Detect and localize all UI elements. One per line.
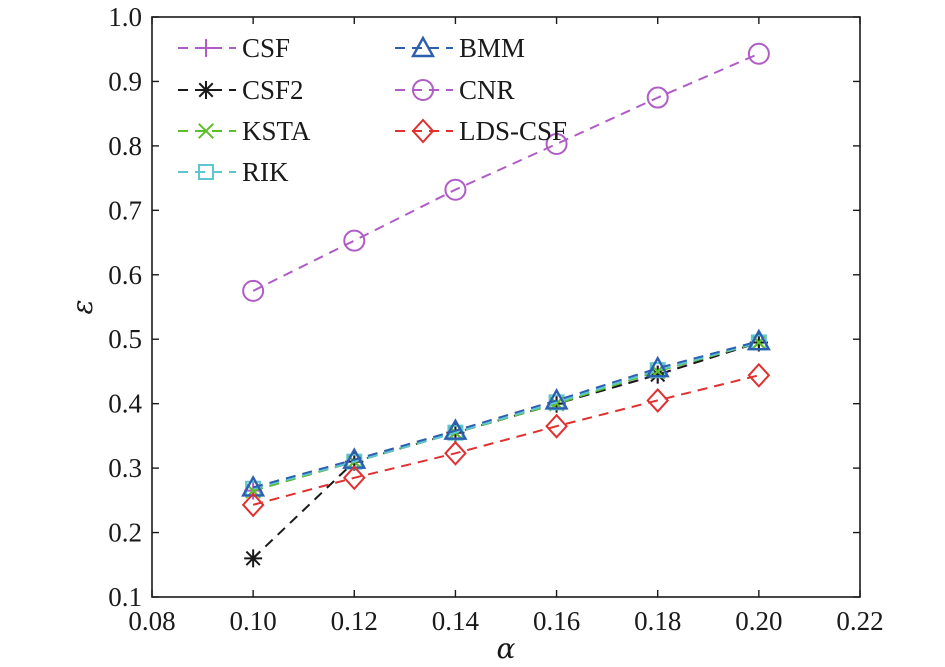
series-lds-csf (241, 362, 771, 518)
series-line (252, 52, 760, 292)
legend-label: BMM (459, 33, 525, 63)
legend-label: CSF (242, 33, 290, 63)
y-tick-label: 1.0 (108, 2, 142, 32)
legend: CSF CSF2 KSTA RIK BMM CNR LDS-CSF (178, 33, 567, 187)
diamond-marker (342, 465, 366, 491)
x-tick-label: 0.22 (836, 606, 883, 636)
circle-marker (646, 86, 669, 109)
legend-label: CNR (459, 75, 515, 105)
circle-marker (242, 279, 265, 302)
diamond-marker (444, 440, 467, 466)
x-tick-label: 0.08 (128, 606, 175, 636)
asterisk-marker (244, 549, 263, 568)
y-tick-label: 0.3 (108, 453, 142, 483)
y-tick-label: 0.4 (108, 389, 142, 419)
asterisk-marker (648, 365, 667, 384)
y-tick-label: 0.8 (108, 131, 142, 161)
legend-item-csf: CSF (178, 33, 290, 63)
legend-label: CSF2 (242, 75, 304, 105)
plus-marker (197, 39, 215, 57)
series-line (252, 340, 760, 489)
legend-item-cnr: CNR (395, 75, 515, 105)
diamond-marker (411, 118, 435, 144)
circle-marker (545, 132, 568, 155)
legend-item-lds-csf: LDS-CSF (395, 116, 567, 146)
x-tick-label: 0.14 (432, 606, 480, 636)
circle-marker (747, 42, 770, 65)
y-tick-label: 0.2 (108, 518, 142, 548)
triangle-marker (410, 35, 436, 58)
series-layer (241, 42, 771, 568)
legend-item-csf2: CSF2 (178, 75, 304, 105)
y-tick-label: 0.1 (108, 582, 142, 612)
x-axis-title: α (497, 632, 516, 665)
triangle-marker (241, 474, 266, 497)
legend-label: LDS-CSF (459, 116, 567, 146)
y-tick-label: 0.7 (108, 195, 142, 225)
diamond-marker (646, 387, 670, 413)
series-line (252, 341, 760, 490)
x-tick-label: 0.10 (230, 606, 277, 636)
cross-marker (198, 123, 214, 139)
triangle-marker (645, 355, 670, 378)
legend-label: KSTA (242, 116, 311, 146)
circle-marker (444, 178, 467, 201)
asterisk-marker (197, 81, 215, 99)
legend-item-bmm: BMM (395, 33, 525, 63)
y-tick-label: 0.5 (108, 324, 142, 354)
triangle-marker (443, 418, 468, 440)
diamond-marker (545, 413, 568, 439)
series-line (252, 341, 760, 560)
series-cnr (242, 42, 770, 302)
x-tick-label: 0.16 (533, 606, 580, 636)
series-line (252, 374, 760, 506)
y-axis-ticks: 0.1 0.2 0.3 0.4 0.5 0.6 0.7 0.8 0.9 1.0 (108, 2, 860, 612)
legend-label: RIK (242, 157, 289, 187)
diamond-marker (241, 492, 265, 518)
circle-marker (343, 229, 366, 252)
triangle-marker (746, 328, 771, 351)
legend-item-rik: RIK (178, 157, 289, 187)
y-tick-label: 0.9 (108, 66, 142, 96)
x-tick-label: 0.18 (634, 606, 681, 636)
diamond-marker (747, 362, 771, 388)
square-marker (198, 164, 214, 180)
y-axis-title: ε (66, 299, 99, 314)
legend-item-ksta: KSTA (178, 116, 311, 146)
y-tick-label: 0.6 (108, 260, 142, 290)
triangle-marker (544, 387, 569, 410)
series-csf2 (244, 333, 768, 568)
plot-frame (151, 16, 861, 598)
x-tick-label: 0.20 (735, 606, 782, 636)
circle-marker (412, 79, 434, 101)
x-axis-ticks: 0.08 0.10 0.12 0.14 0.16 0.18 0.20 0.22 (128, 17, 884, 636)
x-tick-label: 0.12 (331, 606, 378, 636)
